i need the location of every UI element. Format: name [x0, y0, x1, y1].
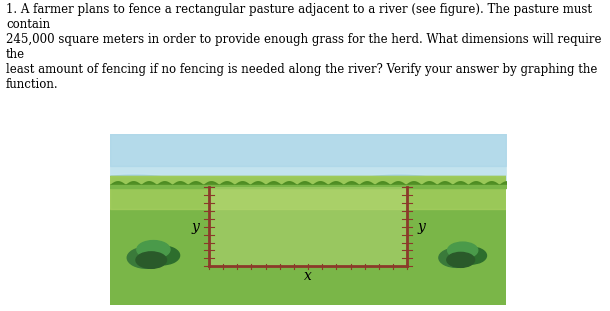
Circle shape: [448, 242, 478, 258]
Circle shape: [455, 247, 487, 264]
Bar: [209, 187, 407, 266]
Text: 1. A farmer plans to fence a rectangular pasture adjacent to a river (see figure: 1. A farmer plans to fence a rectangular…: [6, 3, 601, 91]
Bar: [110, 134, 506, 209]
Circle shape: [137, 241, 170, 258]
Text: y: y: [191, 220, 199, 234]
Bar: [110, 176, 506, 305]
Circle shape: [136, 252, 167, 268]
Circle shape: [145, 246, 179, 265]
Text: x: x: [304, 269, 312, 283]
Circle shape: [447, 253, 475, 267]
Text: y: y: [417, 220, 425, 234]
Bar: [110, 177, 506, 209]
Circle shape: [127, 247, 167, 268]
Circle shape: [439, 248, 475, 267]
